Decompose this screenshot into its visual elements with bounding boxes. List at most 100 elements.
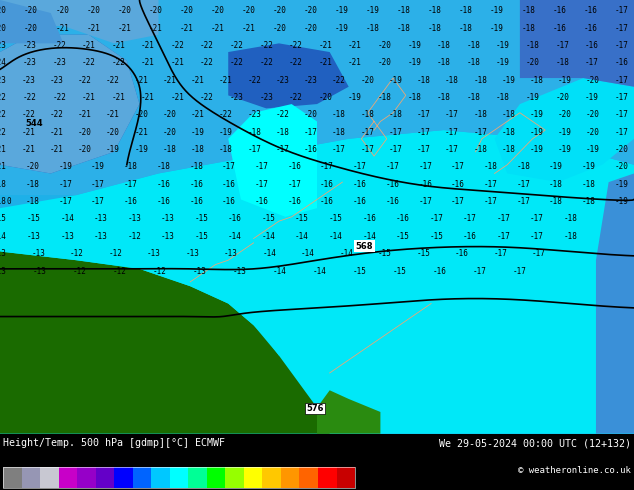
- Text: -20: -20: [273, 6, 287, 15]
- Text: -20: -20: [78, 145, 92, 154]
- Text: 0: 0: [6, 197, 11, 206]
- Text: -18: -18: [124, 163, 138, 172]
- Text: -15: -15: [429, 232, 443, 241]
- Polygon shape: [317, 390, 380, 434]
- Text: -15: -15: [417, 249, 430, 258]
- Text: -17: -17: [445, 145, 459, 154]
- Text: -20: -20: [148, 6, 162, 15]
- Text: -17: -17: [417, 110, 430, 120]
- Text: -18: -18: [581, 180, 595, 189]
- Text: -17: -17: [614, 6, 628, 15]
- Text: 544: 544: [25, 119, 43, 128]
- Text: -19: -19: [106, 145, 120, 154]
- Bar: [114, 467, 133, 488]
- Text: -20: -20: [162, 128, 176, 137]
- Text: -18: -18: [473, 145, 487, 154]
- Text: -15: -15: [393, 267, 407, 275]
- Text: -13: -13: [193, 267, 207, 275]
- Text: -22: -22: [259, 58, 273, 68]
- Text: -21: -21: [0, 163, 7, 172]
- Text: -23: -23: [23, 58, 37, 68]
- Text: -19: -19: [526, 93, 540, 102]
- Polygon shape: [596, 173, 634, 434]
- Text: -16: -16: [287, 163, 301, 172]
- Text: -17: -17: [585, 58, 598, 68]
- Text: -22: -22: [22, 110, 35, 120]
- Text: -16: -16: [190, 197, 203, 206]
- Text: -18: -18: [428, 6, 442, 15]
- Text: -21: -21: [22, 145, 35, 154]
- Text: -17: -17: [389, 145, 403, 154]
- Text: -21: -21: [318, 58, 332, 68]
- Bar: [318, 467, 337, 488]
- Text: -20: -20: [304, 110, 318, 120]
- Text: -22: -22: [171, 41, 184, 50]
- Text: -21: -21: [219, 76, 233, 85]
- Text: -22: -22: [200, 93, 214, 102]
- Text: -19: -19: [366, 6, 380, 15]
- Bar: [299, 467, 318, 488]
- Text: -19: -19: [389, 76, 403, 85]
- Polygon shape: [0, 251, 330, 434]
- Text: -16: -16: [552, 6, 566, 15]
- Text: -13: -13: [33, 267, 47, 275]
- Text: -17: -17: [276, 145, 289, 154]
- Text: -12: -12: [113, 267, 127, 275]
- Text: -21: -21: [171, 58, 184, 68]
- Text: -17: -17: [91, 197, 105, 206]
- Text: -18: -18: [0, 197, 7, 206]
- Text: Height/Temp. 500 hPa [gdmp][°C] ECMWF: Height/Temp. 500 hPa [gdmp][°C] ECMWF: [3, 438, 225, 448]
- Text: -21: -21: [171, 93, 184, 102]
- Text: -18: -18: [437, 93, 451, 102]
- Text: -18: -18: [191, 145, 205, 154]
- Text: -18: -18: [473, 76, 487, 85]
- Text: -17: -17: [516, 197, 530, 206]
- Text: -18: -18: [157, 163, 171, 172]
- Text: -20: -20: [162, 110, 176, 120]
- Text: -19: -19: [335, 24, 349, 33]
- Text: -18: -18: [397, 6, 411, 15]
- Text: -18: -18: [555, 58, 569, 68]
- Text: -17: -17: [555, 41, 569, 50]
- Text: -17: -17: [530, 215, 544, 223]
- Text: -15: -15: [0, 215, 7, 223]
- Text: -22: -22: [52, 41, 66, 50]
- Text: -19: -19: [134, 145, 148, 154]
- Text: -14: -14: [60, 215, 74, 223]
- Polygon shape: [495, 78, 634, 182]
- Text: -21: -21: [112, 93, 126, 102]
- Text: -19: -19: [558, 76, 572, 85]
- Text: -12: -12: [127, 232, 141, 241]
- Text: -16: -16: [157, 180, 171, 189]
- Text: -14: -14: [295, 232, 309, 241]
- Text: -21: -21: [106, 110, 120, 120]
- Bar: [207, 467, 226, 488]
- Text: -17: -17: [255, 180, 269, 189]
- Text: -18: -18: [484, 163, 498, 172]
- Text: -17: -17: [360, 128, 374, 137]
- Text: -15: -15: [262, 215, 275, 223]
- Text: -16: -16: [385, 197, 399, 206]
- Text: -17: -17: [360, 145, 374, 154]
- Text: -19: -19: [407, 58, 421, 68]
- Polygon shape: [520, 0, 634, 87]
- Text: -13: -13: [60, 232, 74, 241]
- Text: -22: -22: [112, 58, 126, 68]
- Text: -18: -18: [332, 110, 346, 120]
- Text: -20: -20: [179, 6, 193, 15]
- Polygon shape: [0, 130, 634, 434]
- Text: -21: -21: [49, 128, 63, 137]
- Text: -16: -16: [157, 197, 171, 206]
- Text: -21: -21: [162, 76, 176, 85]
- Bar: [22, 467, 40, 488]
- Text: -18: -18: [581, 197, 595, 206]
- Text: -21: -21: [86, 24, 100, 33]
- Text: -17: -17: [304, 128, 318, 137]
- Text: -17: -17: [320, 163, 334, 172]
- Text: -16: -16: [228, 215, 242, 223]
- Text: -19: -19: [490, 24, 504, 33]
- Text: -16: -16: [255, 197, 269, 206]
- Text: -18: -18: [501, 110, 515, 120]
- Text: -17: -17: [513, 267, 527, 275]
- Text: -18: -18: [445, 76, 459, 85]
